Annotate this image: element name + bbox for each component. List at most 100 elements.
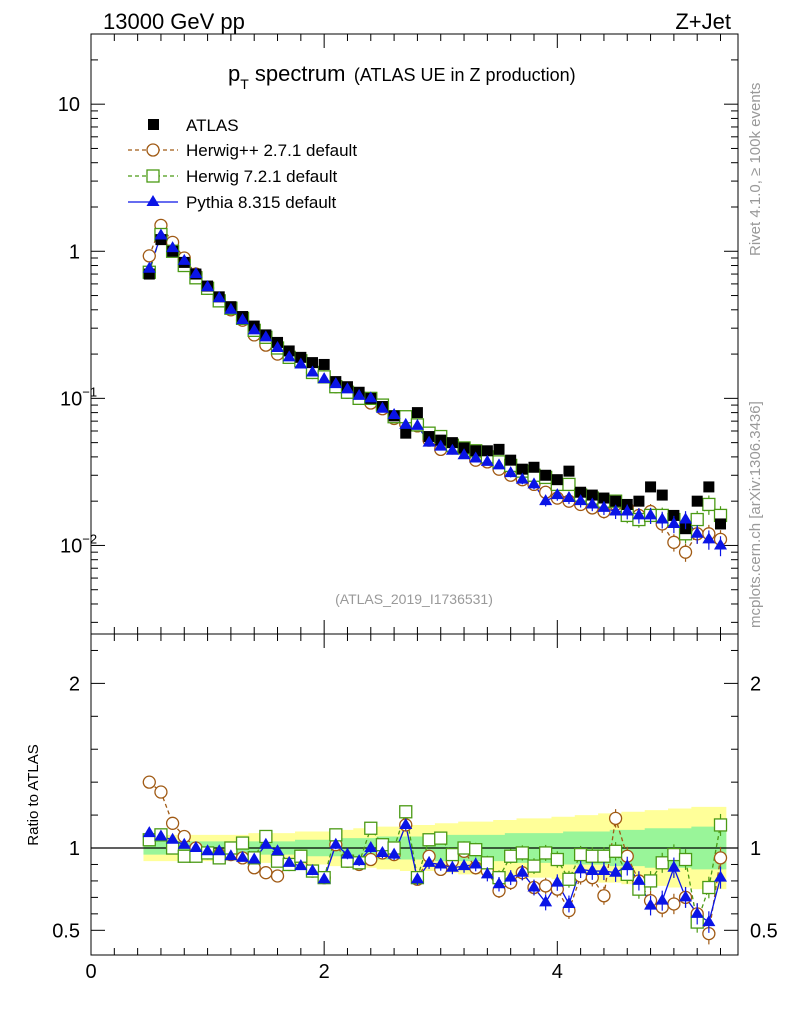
ratio-ytick-label-right: 2 — [750, 673, 761, 695]
main-point-atlas — [645, 481, 657, 493]
main-point-pythia — [702, 532, 716, 544]
ratio-point-herwig7 — [422, 833, 436, 847]
main-point-atlas — [691, 495, 703, 507]
main-point-pythia — [679, 512, 693, 524]
ratio-point-pythia — [224, 849, 238, 861]
ratio-ytick-label-right: 0.5 — [750, 920, 778, 942]
ratio-point-pythia — [294, 859, 308, 871]
legend-entry-atlas: ATLAS — [148, 116, 239, 135]
main-point-atlas — [598, 492, 610, 504]
main-point-pythia — [609, 504, 623, 516]
analysis-watermark: (ATLAS_2019_I1736531) — [335, 591, 493, 607]
chart-title-subscript: T — [240, 76, 249, 92]
main-point-pythia — [340, 382, 354, 394]
chart-title-rest: spectrum — [249, 61, 346, 86]
ratio-point-pythia — [166, 832, 180, 844]
main-point-pythia — [142, 261, 156, 273]
ratio-point-herwigpp — [608, 811, 623, 826]
ratio-point-herwig7 — [270, 854, 285, 868]
ratio-point-herwig7 — [177, 849, 191, 863]
ratio-point-pythia — [609, 865, 623, 877]
ratio-point-pythia — [189, 841, 203, 852]
ratio-point-pythia — [271, 844, 285, 856]
chart-title-paren: (ATLAS UE in Z production) — [354, 65, 576, 85]
main-point-pythia — [294, 357, 308, 369]
ratio-point-herwig7 — [445, 847, 460, 862]
ratio-point-herwig7 — [480, 856, 495, 870]
main-point-pythia — [282, 350, 296, 362]
ratio-point-pythia — [469, 857, 483, 869]
main-point-pythia — [154, 228, 168, 240]
main-point-pythia — [585, 497, 599, 509]
main-point-atlas — [703, 481, 715, 493]
ratio-point-herwig7 — [655, 856, 669, 870]
ratio-point-pythia — [632, 873, 646, 885]
main-point-atlas — [633, 495, 645, 507]
ratio-point-herwig7 — [550, 852, 564, 867]
legend-label-herwig7: Herwig 7.2.1 default — [186, 167, 337, 186]
ratio-point-herwigpp — [270, 869, 285, 883]
ratio-point-herwigpp — [597, 889, 611, 903]
ratio-point-pythia — [387, 847, 401, 859]
ratio-point-pythia — [457, 859, 471, 871]
chart-title-main: p — [228, 61, 240, 86]
main-point-pythia — [329, 377, 343, 389]
ratio-point-pythia — [714, 870, 728, 882]
main-point-pythia — [550, 488, 564, 500]
main-ytick-exponent: −1 — [82, 384, 97, 399]
main-point-herwigpp — [678, 545, 693, 559]
main-point-pythia — [177, 253, 191, 265]
main-ytick-label: 10−2 — [60, 531, 97, 557]
ratio-point-pythia — [574, 862, 588, 874]
ratio-point-herwig7 — [702, 880, 716, 895]
ratio-point-pythia — [177, 837, 191, 849]
ratio-point-herwig7 — [189, 849, 203, 863]
ratio-point-herwigpp — [165, 816, 180, 830]
main-line-herwig7 — [148, 233, 721, 535]
legend-entry-pythia: Pythia 8.315 default — [128, 193, 337, 212]
main-point-atlas — [295, 351, 307, 363]
main-point-pythia — [469, 451, 483, 463]
main-point-pythia — [236, 313, 250, 325]
main-point-herwigpp — [667, 535, 681, 549]
main-point-pythia — [364, 391, 378, 403]
main-point-pythia — [247, 323, 261, 335]
ratio-ytick-label-left: 1 — [69, 838, 80, 860]
main-point-pythia — [399, 417, 413, 429]
legend-label-atlas: ATLAS — [186, 116, 239, 135]
main-point-atlas — [715, 518, 727, 530]
ratio-point-herwigpp — [154, 785, 168, 799]
main-point-atlas — [411, 407, 423, 419]
legend-marker-herwig7 — [146, 169, 160, 183]
main-point-atlas — [306, 357, 318, 369]
main-ytick-label: 10−1 — [60, 384, 97, 410]
ratio-point-pythia — [305, 864, 319, 876]
ratio-xtick-label: 0 — [85, 961, 96, 983]
ratio-point-herwigpp — [713, 851, 728, 865]
rivet-version-label: Rivet 4.1.0, ≥ 100k events — [747, 82, 764, 256]
main-point-pythia — [504, 466, 518, 478]
ratio-point-pythia — [352, 854, 366, 866]
ratio-point-herwig7 — [643, 874, 658, 888]
main-point-atlas — [621, 498, 633, 510]
main-point-pythia — [434, 439, 448, 451]
ratio-frame — [90, 633, 739, 956]
main-point-pythia — [655, 512, 669, 524]
main-point-pythia — [352, 388, 366, 400]
ratio-point-herwig7 — [562, 872, 576, 886]
ratio-point-pythia — [422, 855, 436, 867]
ratio-point-pythia — [317, 872, 331, 884]
ratio-point-pythia — [329, 837, 343, 849]
ratio-panel: 2 21 10.5 0.50 2 4 — [52, 633, 778, 983]
main-point-pythia — [667, 516, 681, 528]
main-ytick-label: 1 — [69, 241, 80, 263]
main-point-pythia — [480, 454, 494, 466]
main-point-atlas — [318, 358, 330, 370]
ratio-point-pythia — [690, 906, 704, 918]
ratio-point-herwig7 — [608, 844, 623, 858]
ratio-point-herwigpp — [142, 775, 156, 789]
ratio-point-herwig7 — [515, 846, 529, 860]
legend-label-pythia: Pythia 8.315 default — [186, 193, 337, 212]
ratio-point-pythia — [550, 875, 564, 887]
